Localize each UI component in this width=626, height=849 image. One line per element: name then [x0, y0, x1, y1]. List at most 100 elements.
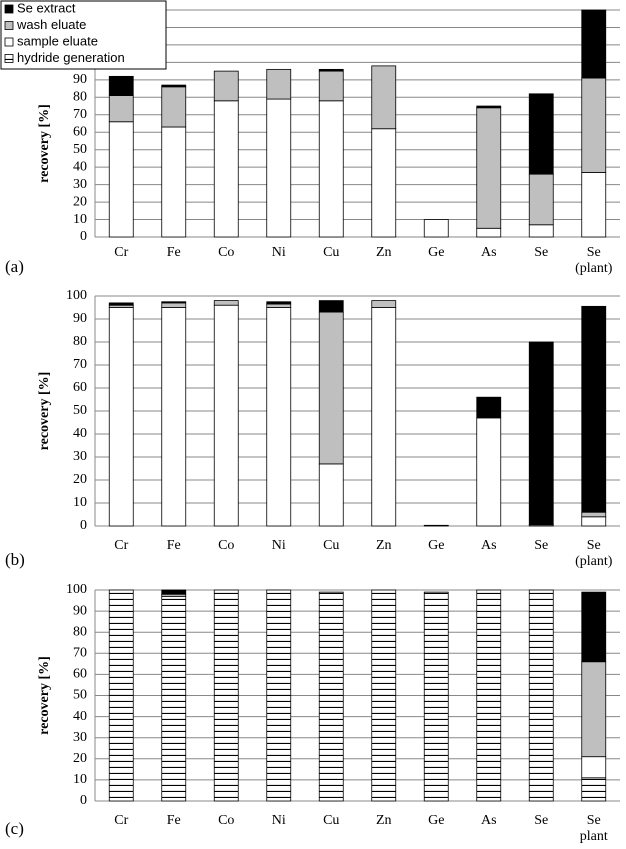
x-tick-label: Fe	[167, 245, 181, 260]
y-tick-label: 70	[73, 357, 87, 372]
bar-segment	[318, 100, 344, 238]
bar-segment	[581, 591, 607, 663]
x-tick-label: Ge	[428, 538, 444, 553]
bar-segment	[318, 300, 344, 313]
bar-segment	[161, 301, 187, 304]
bar-segment	[528, 224, 554, 238]
legend-swatch	[4, 54, 14, 63]
x-tick-label: Zn	[376, 245, 392, 260]
bar-segment	[423, 591, 449, 802]
y-tick-label: 0	[80, 518, 87, 533]
bar-segment	[108, 589, 134, 802]
x-tick-label: Ge	[428, 245, 444, 260]
x-tick-label: As	[481, 245, 497, 260]
x-tick-label: Ni	[272, 813, 286, 828]
legend-label: Se extract	[17, 0, 76, 15]
x-tick-label: Co	[218, 245, 234, 260]
bar-segment	[581, 516, 607, 527]
x-tick-label: Se (plant)	[575, 538, 613, 569]
y-tick-label: 50	[73, 403, 87, 418]
bar-segment	[213, 300, 239, 306]
bar-segment	[528, 341, 554, 526]
x-tick-label: Zn	[376, 538, 392, 553]
bar-segment	[318, 463, 344, 527]
y-tick-label: 40	[73, 709, 87, 724]
x-tick-label: Co	[218, 538, 234, 553]
bar-segment	[371, 128, 397, 238]
bar-segment	[528, 93, 554, 175]
x-tick-label: Cu	[323, 245, 339, 260]
bar-segment	[581, 661, 607, 758]
bar-segment	[581, 77, 607, 173]
legend-swatch	[4, 37, 14, 47]
bar-segment	[581, 9, 607, 79]
bar-segment	[108, 302, 134, 306]
y-tick-label: 0	[80, 229, 87, 244]
bar-segment	[161, 126, 187, 238]
bar-segment	[371, 307, 397, 527]
x-tick-label: As	[481, 538, 497, 553]
bar-segment	[528, 589, 554, 802]
y-tick-label: 60	[73, 380, 87, 395]
y-tick-label: 100	[66, 288, 87, 303]
y-tick-label: 80	[73, 624, 87, 639]
bar-segment	[581, 305, 607, 513]
bar-segment	[266, 68, 292, 100]
x-tick-label: As	[481, 813, 497, 828]
bar-segment	[476, 589, 502, 802]
y-tick-label: 0	[80, 793, 87, 808]
bar-segment	[213, 304, 239, 527]
bar-segment	[371, 65, 397, 130]
y-tick-label: 30	[73, 449, 87, 464]
x-tick-label: Ge	[428, 813, 444, 828]
bar-segment	[108, 75, 134, 96]
panel-label: (b)	[5, 550, 25, 569]
x-tick-label: Se	[534, 538, 548, 553]
legend-swatch	[4, 21, 14, 30]
legend-swatch	[4, 4, 14, 14]
y-tick-label: 20	[73, 194, 87, 209]
y-tick-label: 80	[73, 90, 87, 105]
bar-segment	[318, 68, 344, 72]
bar-segment	[161, 589, 187, 595]
bar-segment	[266, 589, 292, 802]
bar-segment	[213, 589, 239, 802]
bar-segment	[476, 105, 502, 109]
bar-segment	[161, 86, 187, 128]
x-tick-label: Cr	[114, 813, 128, 828]
x-tick-label: Se plant	[580, 813, 608, 844]
bar-segment	[528, 173, 554, 226]
bar-segment	[423, 524, 449, 527]
y-tick-label: 90	[73, 603, 87, 618]
y-axis-label: recovery [%]	[37, 104, 52, 183]
y-tick-label: 10	[73, 495, 87, 510]
bar-segment	[266, 303, 292, 308]
bar-segment	[371, 589, 397, 802]
bar-segment	[161, 84, 187, 88]
bar-segment	[318, 70, 344, 102]
x-tick-label: Co	[218, 813, 234, 828]
bar-segment	[318, 591, 344, 802]
bar-segment	[108, 95, 134, 123]
y-tick-label: 60	[73, 667, 87, 682]
bar-segment	[371, 300, 397, 308]
x-tick-label: Cr	[114, 538, 128, 553]
y-tick-label: 90	[73, 72, 87, 87]
y-tick-label: 30	[73, 730, 87, 745]
x-tick-label: Cu	[323, 813, 339, 828]
x-tick-label: Fe	[167, 538, 181, 553]
bar-segment	[161, 302, 187, 308]
bar-segment	[266, 98, 292, 238]
y-tick-label: 60	[73, 124, 87, 139]
x-tick-label: Se (plant)	[575, 245, 613, 276]
bar-segment	[476, 227, 502, 238]
x-tick-label: Fe	[167, 813, 181, 828]
x-tick-label: Zn	[376, 813, 392, 828]
y-tick-label: 10	[73, 212, 87, 227]
y-tick-label: 30	[73, 177, 87, 192]
bar-segment	[108, 121, 134, 238]
bar-segment	[213, 100, 239, 238]
bar-segment	[161, 595, 187, 802]
